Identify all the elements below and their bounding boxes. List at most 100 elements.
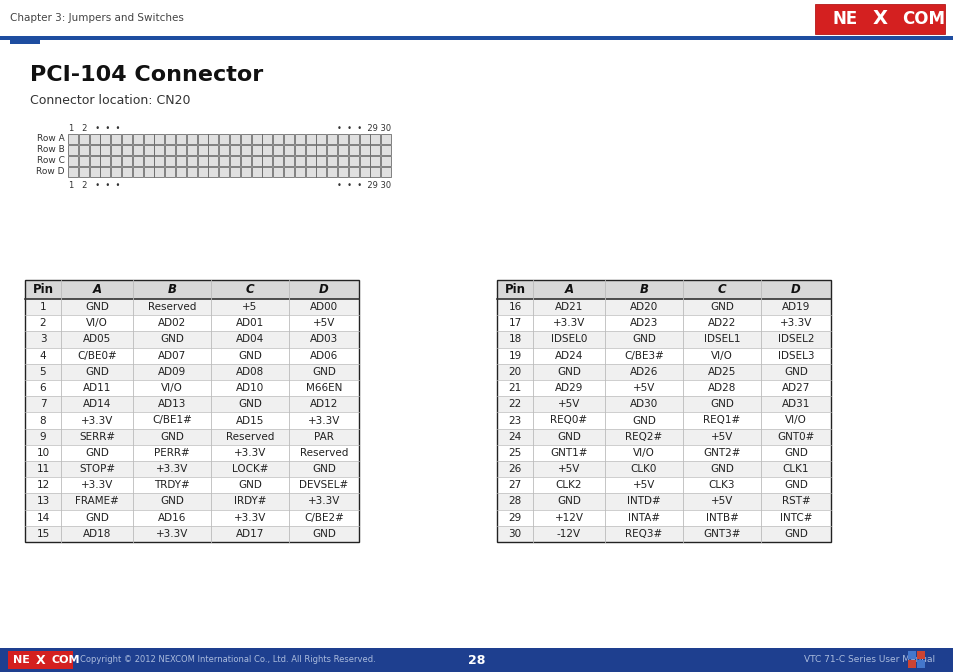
Bar [132,134,143,144]
Bar [230,156,240,165]
Bar [10,36,40,44]
Text: VI/O: VI/O [784,415,806,425]
Bar [381,156,391,165]
Text: REQ0#: REQ0# [550,415,587,425]
Text: Row D: Row D [36,167,65,176]
Bar [25,509,358,526]
Text: AD04: AD04 [235,335,264,345]
Bar [497,477,830,493]
Bar [294,156,304,165]
Text: GND: GND [312,464,335,474]
Bar [25,396,358,413]
Bar [252,156,261,165]
Bar [316,145,326,155]
Text: +5V: +5V [313,319,335,329]
Text: AD07: AD07 [157,351,186,361]
Bar [187,156,196,165]
Bar [154,156,164,165]
Bar [240,167,251,177]
Text: PERR#: PERR# [154,448,190,458]
Text: GND: GND [557,367,580,377]
Bar [305,145,315,155]
Bar [284,156,294,165]
Text: 28: 28 [508,497,521,507]
Text: AD23: AD23 [629,319,658,329]
Text: •  •  •  29 30: • • • 29 30 [336,181,391,190]
Text: CLK1: CLK1 [781,464,808,474]
Text: 6: 6 [40,383,47,393]
Bar [359,134,369,144]
Text: CLK2: CLK2 [556,480,581,491]
Text: FRAME#: FRAME# [75,497,119,507]
Bar [68,156,78,165]
Text: B: B [639,283,648,296]
Bar [907,660,915,668]
Text: +5V: +5V [558,399,579,409]
Bar [497,493,830,509]
Text: GND: GND [85,513,109,523]
Text: VI/O: VI/O [86,319,108,329]
Text: +3.3V: +3.3V [155,529,188,539]
Text: 8: 8 [40,415,47,425]
Text: GND: GND [160,497,184,507]
Text: AD28: AD28 [707,383,736,393]
Bar [187,167,196,177]
Text: AD27: AD27 [781,383,809,393]
Text: +3.3V: +3.3V [308,415,340,425]
Text: GND: GND [238,399,262,409]
Bar [68,145,78,155]
Bar [262,145,273,155]
Text: GND: GND [557,497,580,507]
Bar [132,145,143,155]
Text: 14: 14 [36,513,50,523]
Text: GNT2#: GNT2# [702,448,740,458]
Text: 26: 26 [508,464,521,474]
Bar [497,413,830,429]
Text: Row A: Row A [37,134,65,143]
Text: +5V: +5V [710,497,733,507]
Text: STOP#: STOP# [79,464,115,474]
Bar [25,493,358,509]
Text: AD29: AD29 [555,383,582,393]
Text: GNT1#: GNT1# [550,448,587,458]
Bar [100,145,111,155]
Bar [122,156,132,165]
Bar [100,167,111,177]
Bar [381,145,391,155]
Bar [144,145,153,155]
Bar [132,167,143,177]
Bar [294,145,304,155]
Bar [370,145,380,155]
Bar [0,36,953,40]
Text: 22: 22 [508,399,521,409]
Text: 10: 10 [36,448,50,458]
Bar [316,156,326,165]
Bar [230,145,240,155]
Bar [79,134,89,144]
Bar [25,477,358,493]
Text: 20: 20 [508,367,521,377]
Bar [497,461,830,477]
Text: 18: 18 [508,335,521,345]
Text: 27: 27 [508,480,521,491]
Bar [132,156,143,165]
Text: IDSEL3: IDSEL3 [777,351,814,361]
Text: C: C [246,283,254,296]
Bar [8,651,73,669]
Bar [25,380,358,396]
Text: 5: 5 [40,367,47,377]
Text: GND: GND [85,367,109,377]
Text: GND: GND [85,448,109,458]
Bar [219,156,229,165]
Text: AD08: AD08 [235,367,264,377]
Bar [381,134,391,144]
Bar [284,134,294,144]
Bar [79,145,89,155]
Bar [187,134,196,144]
Bar [273,145,283,155]
Text: A: A [92,283,101,296]
Text: GND: GND [783,448,807,458]
Bar [175,145,186,155]
Bar [25,299,358,315]
Text: AD31: AD31 [781,399,809,409]
